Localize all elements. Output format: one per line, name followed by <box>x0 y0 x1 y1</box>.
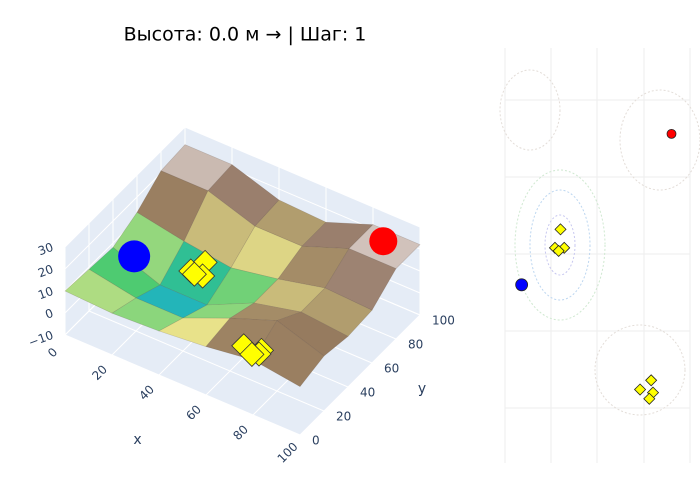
marker-2d <box>645 374 658 387</box>
marker-3d <box>369 227 398 256</box>
marker-3d <box>118 240 151 273</box>
y-tick-label: 0 <box>312 434 320 448</box>
x-axis-title: x <box>133 432 141 448</box>
marker-2d <box>666 128 677 139</box>
x-tick-label: 100 <box>275 440 301 466</box>
y-tick-label: 40 <box>360 386 375 400</box>
x-tick-label: 60 <box>183 402 204 423</box>
z-tick-label: 20 <box>36 262 55 280</box>
contour <box>529 189 591 301</box>
x-tick-label: 80 <box>230 422 251 443</box>
x-tick-label: 20 <box>89 362 110 383</box>
marker-2d <box>515 278 529 292</box>
z-tick-label: 30 <box>36 240 55 258</box>
y-tick-label: 60 <box>384 362 399 376</box>
contour <box>499 69 561 151</box>
marker-2d <box>633 383 647 396</box>
y-tick-label: 100 <box>432 314 455 328</box>
contour <box>594 324 686 416</box>
z-tick-label: 0 <box>43 306 55 322</box>
surface-patch <box>252 320 325 387</box>
grid-line <box>184 126 421 228</box>
marker-2d <box>554 223 567 236</box>
z-tick-label: 10 <box>36 284 55 302</box>
marker-2d <box>552 244 565 257</box>
grid-line <box>88 310 325 412</box>
contour <box>544 214 576 276</box>
contour <box>619 89 700 191</box>
marker-3d <box>239 341 265 367</box>
y-tick-label: 20 <box>336 410 351 424</box>
grid-line <box>299 314 421 436</box>
y-tick-label: 80 <box>408 338 423 352</box>
contour <box>514 169 606 321</box>
grid-line <box>64 334 301 436</box>
map-panel <box>499 48 700 463</box>
x-tick-label: 40 <box>136 382 157 403</box>
x-tick-label: 0 <box>45 345 60 360</box>
marker-3d <box>181 261 207 287</box>
chart-title: Высота: 0.0 м → | Шаг: 1 <box>124 24 367 46</box>
surface-patch <box>300 287 373 337</box>
y-axis-title: y <box>418 381 426 397</box>
grid-line <box>64 126 186 248</box>
marker-2d <box>643 392 656 405</box>
